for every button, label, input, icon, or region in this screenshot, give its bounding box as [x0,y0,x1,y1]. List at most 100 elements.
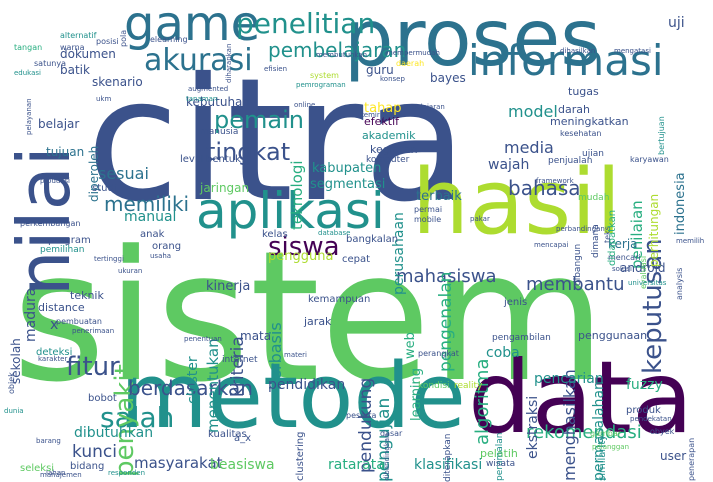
word-memiliki: memiliki [104,192,190,216]
word-penerimaan: penerimaan [72,327,115,335]
word-similarity: similarity [597,434,608,481]
word-tujuan: tujuan [46,145,85,159]
word-daerah: daerah [396,59,425,68]
word-teknologi: teknologi [288,160,306,230]
word-dibandingkan: dibandingkan [383,433,391,481]
word-clustering: clustering [295,431,306,481]
word-ratarata: ratarata [328,457,385,473]
word-batik: batik [60,63,90,77]
word-karyawan: karyawan [630,155,669,164]
word-produksi: produksi [40,177,70,185]
word-komputer: komputer [366,155,410,165]
word-perusahaan: perusahaan [391,212,407,295]
word-database: database [318,229,351,237]
word-didapatkan: didapatkan [607,209,618,266]
word-model: model [508,102,558,121]
word-produk: produk [626,405,661,416]
word-guru: guru [366,63,394,77]
word-learning: learning [409,367,424,421]
word-uji: uji [668,15,685,31]
word-satunya: satunya [34,59,66,68]
word-wisata: wisata [486,459,516,469]
word-efektif: efektif [364,115,400,128]
word-kinerja: kinerja [206,279,251,294]
word-penentuan: penentuan [184,335,222,343]
word-pencarian: pencarian [534,371,604,387]
word-framework: framework [536,177,574,185]
word-manusia: manusia [200,127,239,137]
word-konsep: konsep [380,75,405,83]
word-warna: warna [60,43,85,52]
word-coba: coba [486,345,520,361]
word-pakar: pakar [470,215,490,223]
word-mencari: mencari [608,253,641,262]
word-memilih: memilih [676,237,705,245]
word-analysis: analysis [675,267,684,300]
word-dibutuhkan: dibutuhkan [74,425,154,441]
word-anak: anak [140,229,165,240]
word-online: online [294,101,316,109]
word-barang: barang [36,437,61,445]
word-pelayanan: pelayanan [25,98,33,135]
word-manual: manual [124,209,177,225]
word-kerja: kerja [608,237,638,251]
word-deteksi: deteksi [36,347,73,358]
word-manajemen: manajemen [40,471,82,479]
word-kunci: kunci [72,442,117,462]
word-distance: distance [38,301,85,314]
word-studi: studi [92,183,117,194]
word-peramalan: peramalan [495,432,505,481]
word-pembuatan: pembuatan [56,317,102,326]
word-wajah: wajah [488,157,530,173]
word-diterapkan: diterapkan [443,433,453,482]
word-kelas: kelas [262,229,288,240]
word-tahap: tahap [364,101,402,116]
word-tingkat: tingkat [206,138,291,166]
word-dasar: dasar [380,429,403,438]
word-obyek: obyek [650,427,675,436]
word-reality: reality [454,381,483,391]
word-responden: responden [108,469,146,477]
word-kondisi: kondisi [418,381,450,391]
word-bobot: bobot [88,393,117,404]
word-level: level [180,154,204,165]
word-perbandingan: perbandingan [556,225,605,233]
word-program: program [48,235,91,246]
word-aplikasi: aplikasi [196,182,385,240]
word-penelitian: penelitian [236,7,376,40]
word-mengatasi: mengatasi [614,47,651,55]
word-akademik: akademik [362,129,416,142]
word-membutuhkan: membutuhkan [316,51,368,59]
word-proses: proses [344,0,601,84]
word-pembelajaran: pembelajaran [268,38,407,62]
word-belajar: belajar [38,117,80,131]
word-fuzzy: fuzzy [626,377,663,393]
word-rekomendasi: rekomendasi [526,422,642,443]
word-pendekatan: pendekatan [630,415,672,423]
word-beasiswa: beasiswa [210,457,275,473]
word-siswa: siswa [268,232,340,262]
word-tugas: tugas [568,85,599,98]
word-media: media [504,138,554,157]
word-posisi: posisi [96,37,119,46]
word-skenario: skenario [92,75,143,89]
word-system: system [310,71,339,80]
word-jenis: jenis [504,297,528,308]
word-kriteria: kriteria [228,336,248,397]
word-gambar: gambar [590,429,622,438]
word-tanaman: tanaman [186,95,218,103]
word-edukasi: edukasi [14,69,41,77]
word-mencapai: mencapai [534,241,569,249]
word-akurasi: akurasi [144,43,253,78]
word-ujian: ujian [582,149,604,159]
word-cluster: cluster [185,356,201,404]
word-madura: madura [23,287,39,342]
word-cepat: cepat [342,254,371,265]
word-kualitas: kualitas [208,429,247,440]
word-jaringan: jaringan [200,181,250,195]
word-usaha: usaha [150,252,172,260]
word-tangan: tangan [14,43,43,52]
word-mahasiswa: mahasiswa [396,266,497,287]
word-materi: materi [284,351,307,359]
word-mudah: mudah [578,193,610,203]
